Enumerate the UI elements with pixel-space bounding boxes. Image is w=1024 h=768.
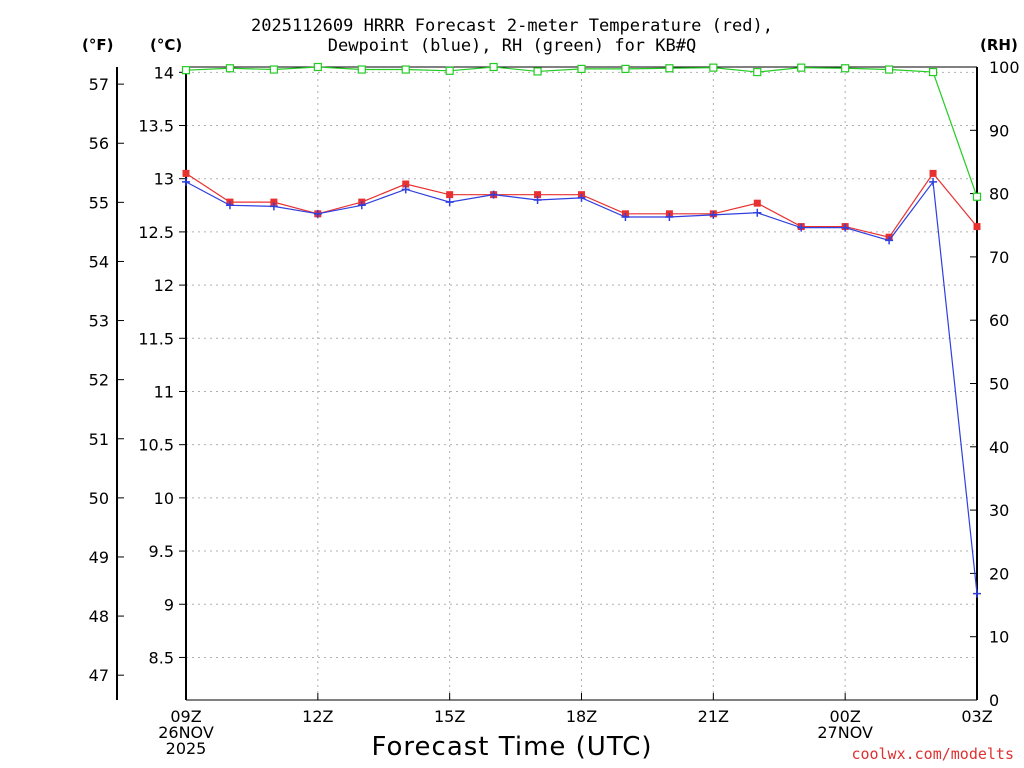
rh-tick-label: 70	[989, 248, 1009, 267]
x-tick-label: 03Z	[961, 707, 992, 726]
rh-point	[621, 64, 630, 73]
rh-tick-label: 80	[989, 185, 1009, 204]
credit-link[interactable]: coolwx.com/modelts	[851, 745, 1014, 763]
rh-tick-label: 20	[989, 564, 1009, 583]
rh-point	[533, 67, 542, 76]
dewpoint-point	[753, 208, 762, 217]
rh-point	[313, 62, 322, 72]
celsius-tick-label: 11	[154, 382, 174, 401]
chart-title-line-1: 2025112609 HRRR Forecast 2-meter Tempera…	[251, 16, 773, 36]
rh-tick-label: 100	[989, 58, 1020, 77]
temperature-point	[753, 199, 761, 207]
temperature-point	[270, 198, 278, 206]
chart-title-line-2: Dewpoint (blue), RH (green) for KB#Q	[327, 36, 697, 56]
dewpoint-point	[269, 202, 278, 211]
x-tick-label: 2025	[166, 739, 207, 758]
fahrenheit-tick-label: 56	[89, 134, 109, 153]
fahrenheit-tick-label: 54	[89, 252, 109, 271]
temperature-point	[402, 180, 410, 188]
x-tick-label: 27NOV	[817, 723, 873, 742]
celsius-tick-label: 9.5	[149, 542, 174, 561]
dewpoint-point	[665, 213, 674, 222]
rh-point	[577, 64, 586, 73]
rh-point	[841, 64, 850, 73]
dewpoint-point	[489, 190, 498, 199]
x-tick-label: 21Z	[698, 707, 729, 726]
temperature-point	[534, 191, 542, 199]
rh-point	[357, 65, 366, 74]
rh-tick-label: 50	[989, 375, 1009, 394]
dewpoint-point	[577, 193, 586, 202]
rh-point	[269, 65, 278, 74]
celsius-tick-label: 10.5	[138, 436, 174, 455]
rh-tick-label: 60	[989, 311, 1009, 330]
rh-point	[225, 64, 235, 73]
celsius-tick-label: 11.5	[138, 329, 174, 348]
dewpoint-point	[313, 209, 322, 218]
celsius-tick-label: 12	[154, 276, 174, 295]
rh-point	[972, 192, 982, 201]
temperature-point	[446, 191, 454, 199]
rh-point	[181, 66, 191, 75]
dewpoint-point	[401, 185, 410, 194]
fahrenheit-tick-label: 51	[89, 430, 109, 449]
dewpoint-line	[185, 180, 978, 594]
temperature-point	[929, 169, 937, 177]
dewpoint-point	[973, 589, 981, 598]
rh-point	[797, 63, 806, 72]
fahrenheit-tick-label: 49	[89, 548, 109, 567]
x-axis-label: Forecast Time (UTC)	[371, 732, 653, 762]
celsius-tick-label: 14	[154, 63, 174, 82]
rh-point	[885, 65, 894, 74]
celsius-tick-label: 13	[154, 170, 174, 189]
rh-point	[489, 62, 498, 72]
fahrenheit-unit-label: (°F)	[82, 36, 114, 54]
temperature-point	[973, 223, 981, 231]
dewpoint-point	[885, 236, 894, 245]
rh-point	[928, 67, 938, 77]
celsius-tick-label: 9	[164, 595, 174, 614]
fahrenheit-tick-label: 53	[89, 312, 109, 331]
x-tick-label: 26NOV	[158, 723, 214, 742]
rh-point	[445, 66, 454, 75]
fahrenheit-tick-label: 48	[89, 607, 109, 626]
rh-tick-label: 90	[989, 121, 1009, 140]
celsius-tick-label: 10	[154, 489, 174, 508]
fahrenheit-tick-label: 55	[89, 193, 109, 212]
rh-unit-label: (RH)	[980, 36, 1018, 54]
rh-point	[709, 63, 718, 72]
celsius-tick-label: 12.5	[138, 223, 174, 242]
x-tick-label: 12Z	[302, 707, 333, 726]
rh-point	[753, 67, 762, 77]
fahrenheit-tick-label: 50	[89, 489, 109, 508]
rh-tick-label: 10	[989, 628, 1009, 647]
dewpoint-point	[621, 213, 630, 222]
dewpoint-point	[533, 195, 542, 204]
x-tick-label: 09Z	[170, 707, 201, 726]
dewpoint-point	[797, 223, 806, 232]
fahrenheit-tick-label: 52	[89, 371, 109, 390]
dewpoint-point	[841, 223, 850, 232]
fahrenheit-tick-label: 47	[89, 666, 109, 685]
dewpoint-point	[445, 198, 454, 207]
rh-point	[401, 65, 410, 74]
dewpoint-point	[182, 177, 190, 186]
rh-point	[665, 64, 674, 73]
rh-tick-label: 30	[989, 501, 1009, 520]
rh-tick-label: 40	[989, 438, 1009, 457]
x-tick-label: 18Z	[566, 707, 597, 726]
fahrenheit-tick-label: 57	[89, 75, 109, 94]
celsius-tick-label: 13.5	[138, 117, 174, 136]
rh-tick-label: 0	[989, 691, 999, 710]
dewpoint-point	[709, 210, 718, 219]
celsius-unit-label: (°C)	[150, 36, 183, 54]
x-tick-label: 00Z	[830, 707, 861, 726]
dewpoint-point	[929, 177, 938, 186]
x-tick-label: 15Z	[434, 707, 465, 726]
dewpoint-point	[357, 201, 366, 210]
temperature-point	[182, 169, 190, 177]
dewpoint-point	[225, 201, 234, 210]
celsius-tick-label: 8.5	[149, 648, 174, 667]
